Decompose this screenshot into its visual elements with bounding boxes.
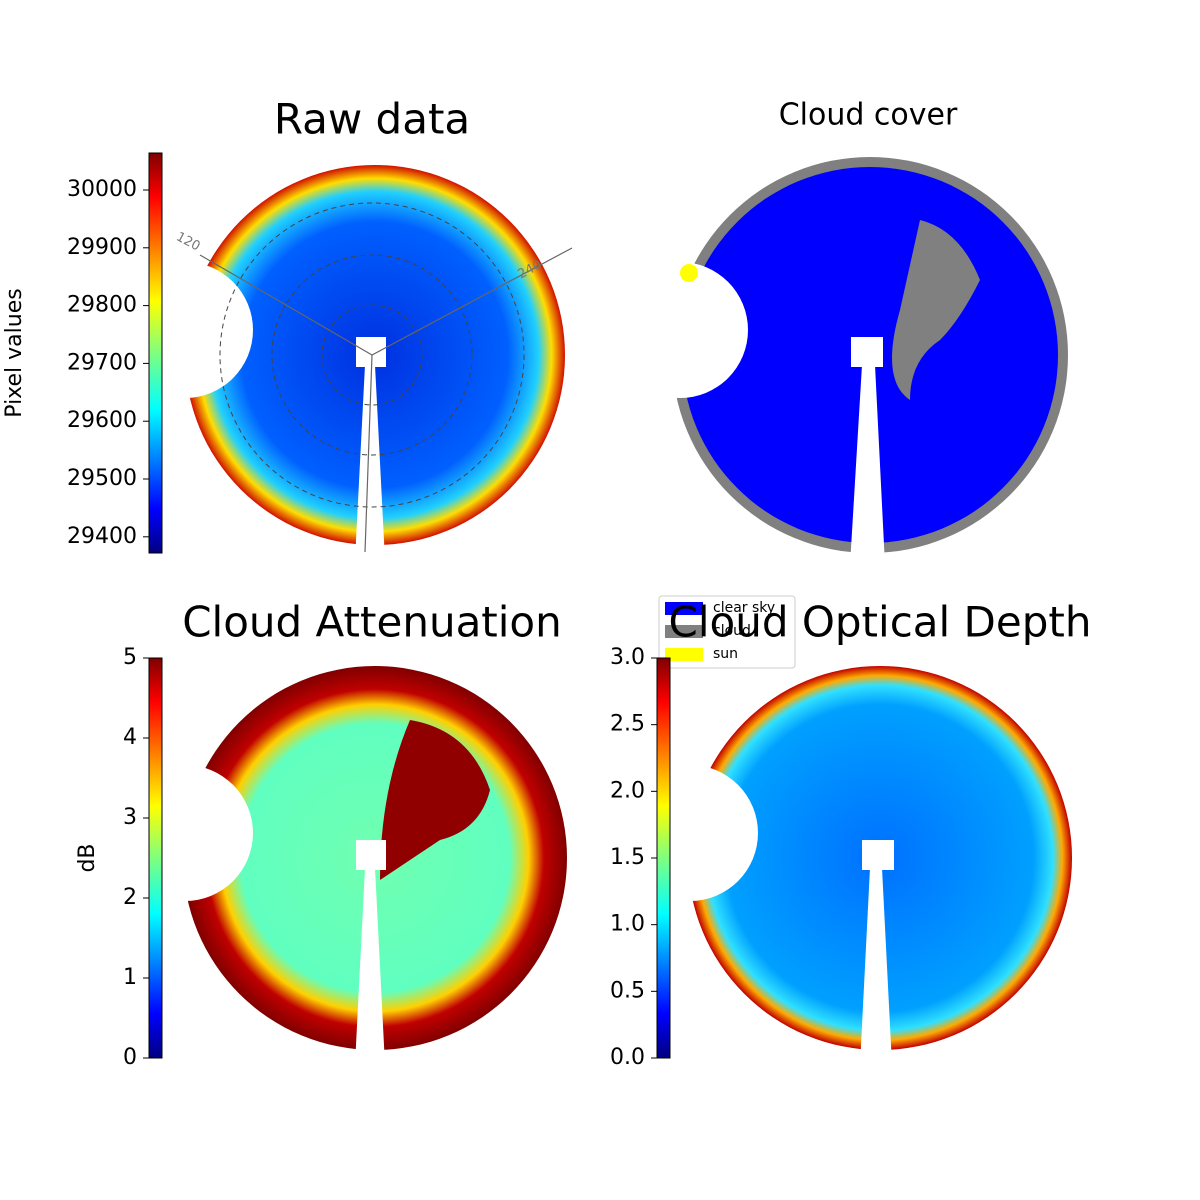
colorbar-tick-label: 0.5 bbox=[610, 978, 645, 1003]
panel-title: Raw data bbox=[274, 95, 470, 144]
colorbar-tick-label: 29600 bbox=[67, 408, 137, 433]
sun-marker bbox=[680, 264, 698, 282]
cloud-region bbox=[380, 720, 490, 880]
colorbar-tick-label: 3 bbox=[123, 805, 137, 830]
colorbar-tick-label: 29400 bbox=[67, 524, 137, 549]
colorbar-tick-label: 4 bbox=[123, 725, 137, 750]
polar-grid bbox=[219, 202, 525, 508]
colorbar-tick-label: 5 bbox=[123, 645, 137, 670]
legend-swatch bbox=[665, 625, 703, 638]
colorbar-tick-label: 30000 bbox=[67, 177, 137, 202]
colorbar-tick-label: 2.0 bbox=[610, 778, 645, 803]
colorbar-tick-label: 1 bbox=[123, 965, 137, 990]
legend-label: cloud bbox=[713, 623, 751, 639]
panel-title: Cloud cover bbox=[779, 98, 958, 133]
colorbar-tick-label: 29500 bbox=[67, 466, 137, 491]
colorbar-label: Pixel values bbox=[2, 288, 27, 417]
colorbar-tick-label: 29800 bbox=[67, 293, 137, 318]
colorbar-tick-label: 2.5 bbox=[610, 712, 645, 737]
colorbar-tick-label: 0.0 bbox=[610, 1045, 645, 1070]
cloud-region bbox=[892, 220, 980, 400]
colorbar-tick-label: 2 bbox=[123, 885, 137, 910]
colorbar-tick-label: 29700 bbox=[67, 350, 137, 375]
polar-label: 120 bbox=[174, 230, 203, 255]
panel-title: Cloud Attenuation bbox=[182, 598, 562, 647]
legend-label: clear sky bbox=[713, 600, 775, 616]
colorbar-tick-label: 29900 bbox=[67, 235, 137, 260]
colorbar bbox=[148, 152, 163, 554]
colorbar-tick-label: 1.5 bbox=[610, 845, 645, 870]
legend-label: sun bbox=[713, 646, 738, 662]
colorbar-tick-label: 3.0 bbox=[610, 645, 645, 670]
legend-swatch bbox=[665, 648, 703, 661]
colorbar-tick-label: 1.0 bbox=[610, 912, 645, 937]
colorbar bbox=[148, 657, 163, 1059]
colorbar-tick-label: 0 bbox=[123, 1045, 137, 1070]
polar-spokes bbox=[199, 247, 573, 553]
colorbar-label: dB bbox=[75, 843, 100, 872]
colorbar bbox=[656, 657, 671, 1059]
legend-swatch bbox=[665, 602, 703, 615]
panel-title: Cloud Optical Depth bbox=[669, 598, 1092, 647]
